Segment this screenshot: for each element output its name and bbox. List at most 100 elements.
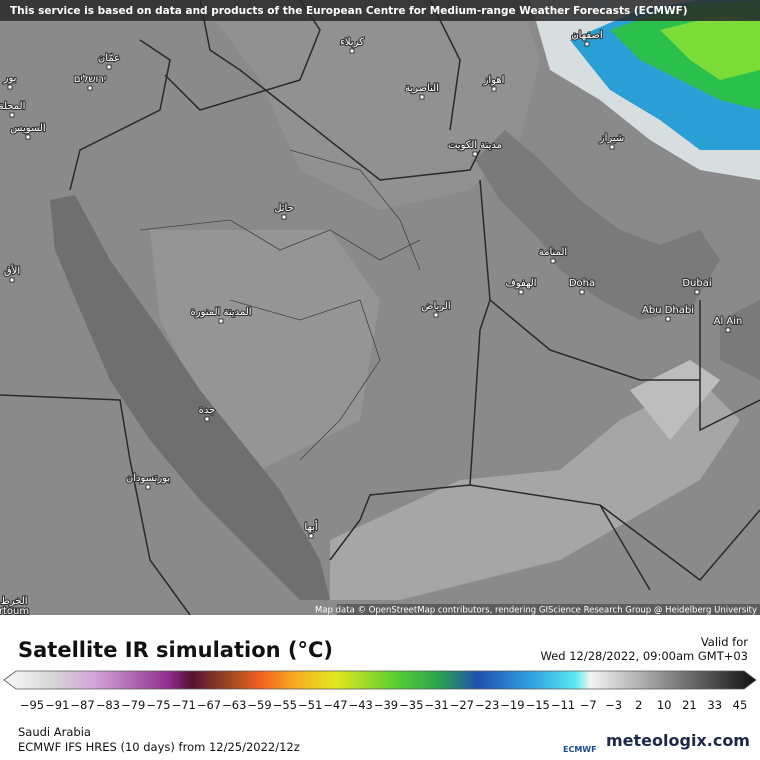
city-marker xyxy=(518,289,524,295)
red-sea xyxy=(50,195,330,600)
colorbar-tick-label: −47 xyxy=(323,698,348,712)
city-marker xyxy=(25,134,31,140)
city-marker xyxy=(11,607,17,613)
city-marker xyxy=(472,151,478,157)
city-label: rtoum xyxy=(0,606,29,615)
colorbar-tick-label: −31 xyxy=(424,698,449,712)
colorbar-tick-label: −43 xyxy=(348,698,373,712)
city-label: مدينة الكويت xyxy=(448,140,502,151)
colorbar-tick-label: −79 xyxy=(121,698,146,712)
admin-border xyxy=(229,299,381,461)
city-marker xyxy=(308,533,314,539)
gulf-of-oman xyxy=(720,300,760,380)
city-marker xyxy=(665,316,671,322)
city-label: اهواز xyxy=(483,75,505,86)
city-label: حائل xyxy=(274,203,294,214)
legend: Satellite IR simulation (°C) Valid for W… xyxy=(0,615,760,760)
city-label: بور xyxy=(3,73,17,84)
colorbar-tick-label: −55 xyxy=(272,698,297,712)
banner: This service is based on data and produc… xyxy=(10,5,688,17)
city-marker xyxy=(491,86,497,92)
city-marker xyxy=(584,41,590,47)
border xyxy=(329,484,651,591)
city-marker xyxy=(281,214,287,220)
colorbar-tick-label: 21 xyxy=(682,698,697,712)
city-label: الأق xyxy=(4,264,20,277)
city-marker xyxy=(87,85,93,91)
border xyxy=(469,299,491,486)
city-marker xyxy=(9,277,15,283)
ecmwf-logo: ECMWF xyxy=(563,745,597,754)
persian-gulf xyxy=(475,130,720,320)
land-north xyxy=(0,0,540,210)
city-marker xyxy=(9,112,15,118)
banner-bg xyxy=(0,0,760,21)
border xyxy=(699,380,760,432)
city-label: المنامة xyxy=(539,247,567,258)
city-label: شيراز xyxy=(599,133,625,144)
city-marker xyxy=(218,318,224,324)
land-center xyxy=(150,230,380,470)
city-marker xyxy=(204,416,210,422)
city-label: جدة xyxy=(199,405,216,416)
city-marker xyxy=(694,289,700,295)
colorbar-tick-label: −3 xyxy=(605,698,623,712)
city-label: Al Ain xyxy=(714,316,743,327)
legend-title: Satellite IR simulation (°C) xyxy=(18,638,333,662)
attribution: Map data © OpenStreetMap contributors, r… xyxy=(315,606,757,616)
colorbar-tick-label: −11 xyxy=(550,698,576,712)
border xyxy=(0,394,191,615)
colorbar-tick-label: −27 xyxy=(449,698,474,712)
colorbar-tick-label: −95 xyxy=(19,698,45,712)
colorbar-tick-label: −7 xyxy=(579,698,597,712)
colorbar-tick-label: −39 xyxy=(373,698,399,712)
colorbar-tick-label: −35 xyxy=(399,698,424,712)
city-label: ירושלים xyxy=(74,74,106,85)
city-marker xyxy=(433,312,439,318)
admin-border xyxy=(289,149,421,271)
colorbar xyxy=(3,670,757,690)
colorbar-tick-label: −19 xyxy=(500,698,525,712)
colorbar-tick-label: 10 xyxy=(656,698,672,712)
brand: meteologix.com xyxy=(606,731,750,750)
colorbar-tick-label: −63 xyxy=(222,698,247,712)
border xyxy=(69,39,171,191)
colorbar-tick-label: −71 xyxy=(171,698,196,712)
map: كربلاء عمّان ירושלים الناصرية اهواز اصفهان بور… xyxy=(0,0,760,615)
region: Saudi Arabia xyxy=(18,725,91,739)
city-label: الرياض xyxy=(421,301,450,312)
city-marker xyxy=(550,258,556,264)
city-marker xyxy=(609,144,615,150)
valid-label: Valid for xyxy=(700,635,748,649)
colorbar-tick-label: −59 xyxy=(247,698,272,712)
city-label: الناصرية xyxy=(405,83,439,94)
city-marker xyxy=(349,48,355,54)
city-label: عمّان xyxy=(98,53,120,64)
colorbar-scale xyxy=(3,670,757,690)
city-label: الخرط xyxy=(0,596,27,607)
city-label: المحلة xyxy=(0,101,25,112)
colorbar-tick-label: −23 xyxy=(475,698,500,712)
city-marker xyxy=(106,64,112,70)
admin-border xyxy=(139,219,421,261)
cloud-coldest xyxy=(660,15,760,80)
valid-time: Wed 12/28/2022, 09:00am GMT+03 xyxy=(540,649,749,663)
city-label: Abu Dhabi xyxy=(642,305,694,316)
city-label: أبها xyxy=(304,520,317,533)
city-marker xyxy=(579,289,585,295)
colorbar-tick-label: −51 xyxy=(298,698,323,712)
colorbar-tick-label: −87 xyxy=(70,698,95,712)
colorbar-tick-label: −75 xyxy=(146,698,171,712)
cloud-band xyxy=(330,380,740,600)
city-label: السويس xyxy=(10,123,45,134)
city-marker xyxy=(145,484,151,490)
city-label: الهفوف xyxy=(505,278,536,289)
city-marker xyxy=(725,327,731,333)
colorbar-tick-label: 45 xyxy=(732,698,748,712)
admin-borders xyxy=(139,149,421,461)
colorbar-tick-label: −83 xyxy=(95,698,120,712)
city-label: Doha xyxy=(569,278,595,289)
colorbar-tick-label: 2 xyxy=(635,698,643,712)
colorbar-tick-label: −67 xyxy=(196,698,222,712)
